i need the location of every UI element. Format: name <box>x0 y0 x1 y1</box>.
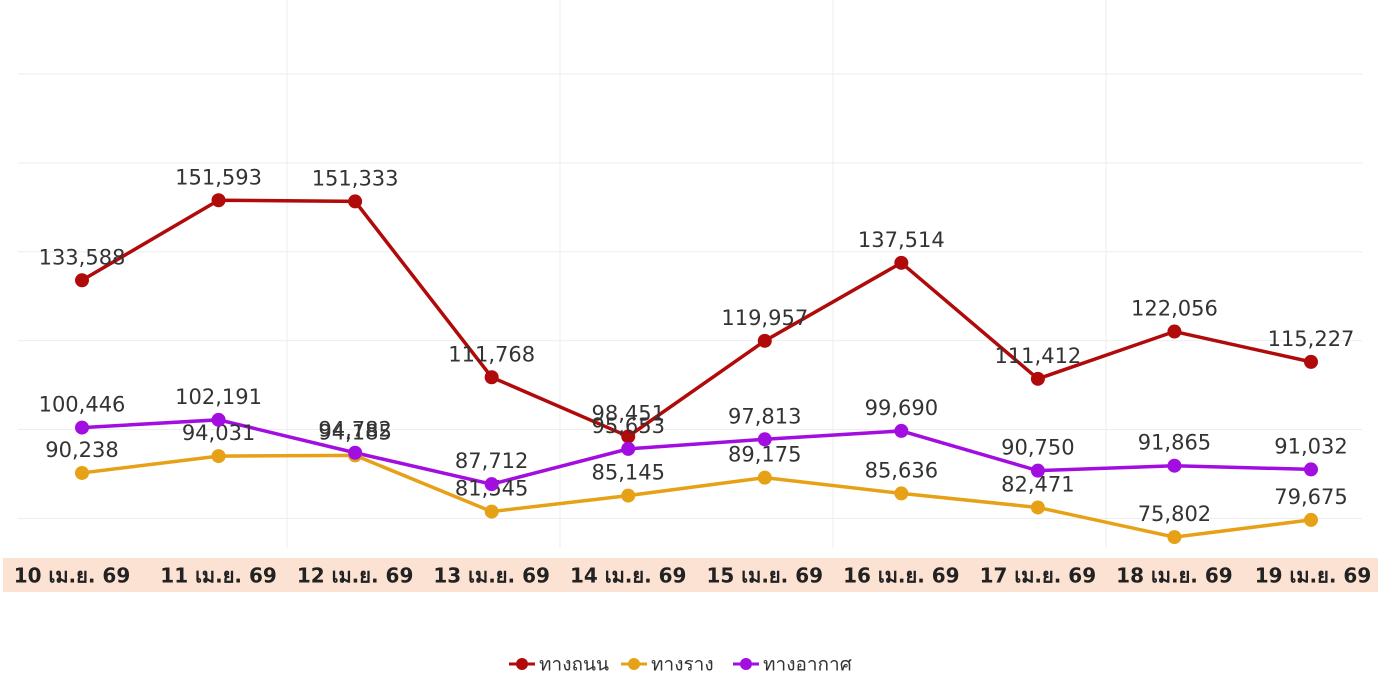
data-label: 151,333 <box>312 166 399 190</box>
point <box>75 273 89 288</box>
data-label: 95,653 <box>591 414 664 438</box>
point <box>757 432 772 447</box>
x-tick-label: 18 เม.ย. 69 <box>1116 564 1233 588</box>
x-tick-label: 12 เม.ย. 69 <box>297 564 414 588</box>
x-tick-label: 15 เม.ย. 69 <box>707 564 824 588</box>
point <box>348 445 363 460</box>
x-tick-label: 14 เม.ย. 69 <box>570 564 687 588</box>
data-label: 98,451 <box>591 401 664 425</box>
data-label: 90,750 <box>1001 436 1074 460</box>
data-label: 115,227 <box>1268 327 1355 351</box>
data-label: 137,514 <box>858 228 945 252</box>
point <box>1304 354 1318 369</box>
point <box>484 477 499 492</box>
point <box>621 488 636 503</box>
data-label: 99,690 <box>865 396 938 420</box>
data-label: 100,446 <box>39 393 126 417</box>
point <box>757 470 772 485</box>
legend-marker <box>628 658 640 670</box>
point <box>894 423 909 438</box>
point <box>1304 512 1318 527</box>
data-label: 122,056 <box>1131 297 1218 321</box>
point <box>211 193 226 208</box>
x-tick-label: 19 เม.ย. 69 <box>1255 564 1372 588</box>
series-line <box>81 198 1312 439</box>
data-label: 75,802 <box>1138 502 1211 526</box>
point <box>211 412 226 427</box>
x-tick-label: 16 เม.ย. 69 <box>843 564 960 588</box>
x-axis-band <box>3 558 1378 592</box>
data-label: 91,032 <box>1274 434 1347 458</box>
point <box>1304 462 1318 477</box>
point <box>621 441 636 456</box>
point <box>894 486 909 501</box>
x-tick-label: 11 เม.ย. 69 <box>160 564 277 588</box>
point <box>894 255 909 270</box>
point <box>757 333 772 348</box>
data-label: 85,636 <box>865 458 938 482</box>
data-label: 91,865 <box>1138 431 1211 455</box>
point <box>1167 530 1182 545</box>
point <box>211 449 226 464</box>
data-label: 119,957 <box>721 306 808 330</box>
legend-marker <box>516 658 528 670</box>
data-label: 89,175 <box>728 443 801 467</box>
point <box>348 194 363 209</box>
data-label: 97,813 <box>728 404 801 428</box>
point <box>1030 371 1045 386</box>
point <box>75 465 89 480</box>
data-label: 90,238 <box>45 438 118 462</box>
legend-label: ทางอากาศ <box>763 654 852 675</box>
point <box>1167 458 1182 473</box>
data-label: 102,191 <box>175 385 262 409</box>
point <box>1030 500 1045 515</box>
data-label: 94,185 <box>318 420 391 444</box>
legend-label: ทางถนน <box>539 654 609 675</box>
x-tick-label: 10 เม.ย. 69 <box>14 564 131 588</box>
series-line <box>81 453 1312 539</box>
x-tick-label: 13 เม.ย. 69 <box>433 564 550 588</box>
data-label: 133,588 <box>39 245 126 269</box>
legend-label: ทางราง <box>651 654 714 675</box>
data-label: 151,593 <box>175 165 262 189</box>
point <box>75 420 89 435</box>
point <box>1167 324 1182 339</box>
series-line <box>81 418 1312 486</box>
point <box>621 429 636 444</box>
data-label: 87,712 <box>455 449 528 473</box>
point <box>1030 463 1045 478</box>
data-label: 111,412 <box>994 344 1081 368</box>
point <box>484 370 499 385</box>
point <box>484 504 499 519</box>
data-label: 94,782 <box>318 418 391 442</box>
x-tick-label: 17 เม.ย. 69 <box>980 564 1097 588</box>
legend-marker <box>740 658 752 670</box>
data-label: 79,675 <box>1274 485 1347 509</box>
data-label: 111,768 <box>448 342 535 366</box>
data-label: 85,145 <box>591 461 664 485</box>
